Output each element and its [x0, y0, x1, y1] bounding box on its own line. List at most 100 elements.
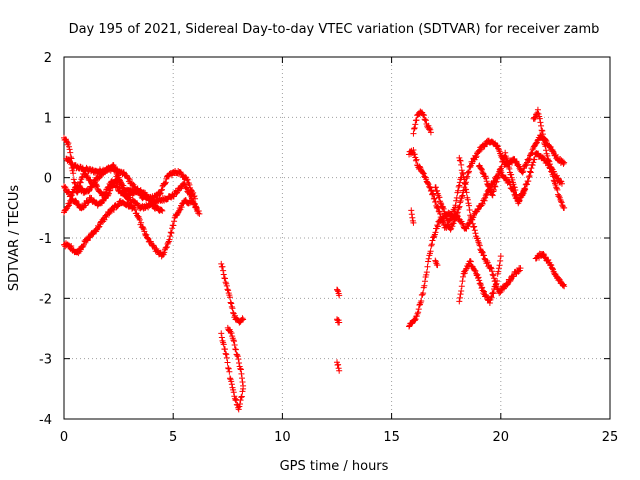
data-point	[494, 142, 501, 149]
data-point	[515, 268, 522, 275]
data-point	[190, 189, 197, 196]
data-point	[526, 173, 533, 180]
data-point	[412, 317, 419, 324]
data-point	[424, 263, 431, 270]
data-point	[117, 177, 124, 184]
data-point	[70, 176, 77, 183]
data-point	[222, 350, 229, 357]
data-point	[426, 184, 433, 191]
data-point	[110, 206, 117, 213]
data-point	[140, 224, 147, 231]
data-point	[508, 171, 515, 178]
data-point	[492, 183, 499, 190]
data-point	[457, 157, 464, 164]
data-point	[66, 146, 73, 153]
data-point	[558, 199, 565, 206]
data-point	[523, 162, 530, 169]
data-point	[78, 174, 85, 181]
data-point	[534, 106, 541, 113]
data-point	[421, 112, 428, 119]
data-point	[183, 185, 190, 192]
data-point	[238, 393, 245, 400]
data-point	[542, 254, 549, 261]
data-point	[474, 206, 481, 213]
data-point	[236, 400, 243, 407]
data-point	[479, 284, 486, 291]
data-point	[497, 257, 504, 264]
data-point	[240, 382, 247, 389]
data-point	[177, 206, 184, 213]
data-point	[479, 200, 486, 207]
data-point	[561, 283, 568, 290]
data-points	[61, 106, 568, 413]
data-point	[465, 169, 472, 176]
data-point	[481, 197, 488, 204]
y-tick-label: 2	[44, 51, 52, 66]
data-point	[463, 186, 470, 193]
data-point	[538, 122, 545, 129]
data-point	[158, 206, 165, 213]
data-point	[472, 154, 479, 161]
data-point	[231, 341, 238, 348]
data-point	[458, 283, 465, 290]
data-point	[548, 168, 555, 175]
data-point	[181, 181, 188, 188]
data-point	[68, 164, 75, 171]
data-point	[458, 287, 465, 294]
data-point	[465, 220, 472, 227]
data-point	[456, 203, 463, 210]
data-point	[419, 291, 426, 298]
data-point	[461, 176, 468, 183]
data-point	[162, 245, 169, 252]
data-point	[511, 184, 518, 191]
data-point	[472, 230, 479, 237]
data-point	[223, 282, 230, 289]
data-point	[483, 175, 490, 182]
data-point	[75, 201, 82, 208]
data-point	[69, 167, 76, 174]
x-tick-label: 10	[274, 430, 291, 445]
data-point	[544, 152, 551, 159]
data-point	[84, 173, 91, 180]
data-point	[527, 169, 534, 176]
data-point	[224, 286, 231, 293]
data-point	[168, 229, 175, 236]
data-point	[534, 110, 541, 117]
data-point	[466, 206, 473, 213]
data-point	[457, 199, 464, 206]
data-point	[461, 270, 468, 277]
data-point	[218, 334, 225, 341]
data-point	[97, 173, 104, 180]
data-point	[495, 145, 502, 152]
data-point	[167, 229, 174, 236]
data-point	[229, 305, 236, 312]
data-point	[459, 169, 466, 176]
data-point	[68, 243, 75, 250]
data-point	[482, 141, 489, 148]
y-tick-label: -1	[39, 232, 52, 247]
data-point	[412, 121, 419, 128]
data-point	[517, 265, 524, 272]
y-tick-label: -2	[39, 292, 52, 307]
data-point	[458, 161, 465, 168]
data-point	[336, 367, 343, 374]
data-point	[67, 149, 74, 156]
data-point	[430, 234, 437, 241]
data-point	[143, 234, 150, 241]
data-point	[543, 147, 550, 154]
data-point	[154, 203, 161, 210]
data-point	[423, 271, 430, 278]
x-tick-label: 5	[169, 430, 177, 445]
data-point	[476, 242, 483, 249]
data-point	[127, 201, 134, 208]
data-point	[218, 260, 225, 267]
data-point	[235, 406, 242, 413]
data-point	[459, 192, 466, 199]
data-point	[157, 190, 164, 197]
data-point	[489, 289, 496, 296]
data-point	[437, 199, 444, 206]
data-point	[447, 216, 454, 223]
data-point	[467, 257, 474, 264]
data-point	[150, 243, 157, 250]
